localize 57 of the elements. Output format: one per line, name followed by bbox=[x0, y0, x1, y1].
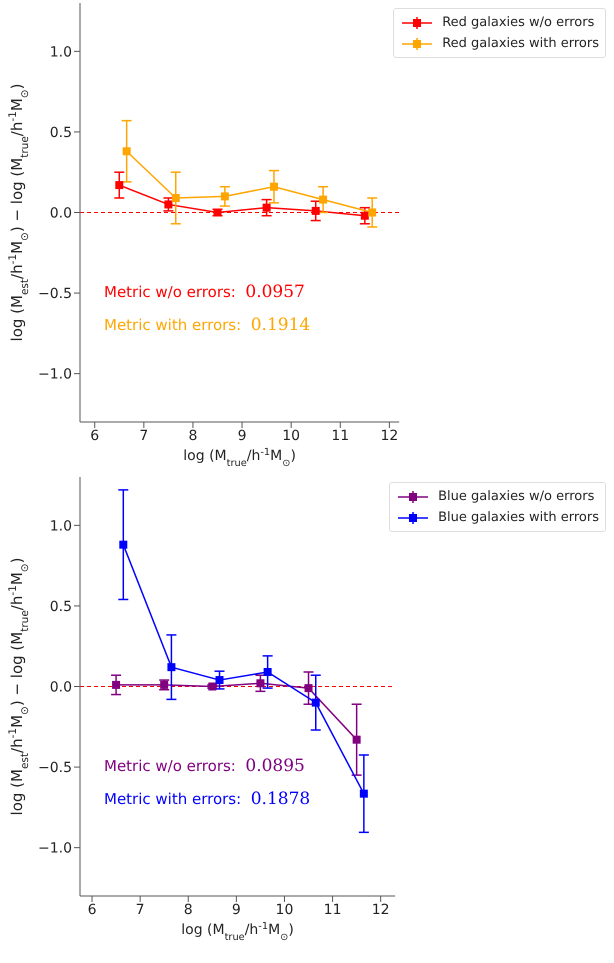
annotation: Metric with errors: 0.1914 bbox=[104, 315, 310, 335]
x-tick-label: 9 bbox=[238, 428, 247, 444]
y-tick-label: −1.0 bbox=[38, 366, 72, 383]
point bbox=[270, 182, 278, 191]
x-tick-label: 11 bbox=[331, 428, 350, 444]
x-tick-label: 8 bbox=[188, 428, 198, 444]
point bbox=[172, 194, 180, 202]
annotation: Metric with errors: 0.1878 bbox=[104, 789, 310, 809]
y-tick-label: 1.0 bbox=[50, 518, 72, 534]
point bbox=[304, 684, 313, 692]
y-tick-label: −0.5 bbox=[38, 286, 72, 302]
y-tick-label: 0.0 bbox=[50, 679, 72, 696]
y-tick-label: 1.0 bbox=[50, 44, 72, 60]
x-tick-label: 6 bbox=[90, 428, 100, 444]
point bbox=[312, 698, 320, 707]
point bbox=[319, 196, 328, 204]
x-tick-label: 10 bbox=[276, 902, 294, 918]
x-tick-label: 7 bbox=[136, 902, 145, 918]
point bbox=[115, 181, 124, 190]
point bbox=[352, 736, 361, 744]
point bbox=[368, 208, 376, 216]
y-tick-label: 0.5 bbox=[50, 598, 72, 615]
x-tick-label: 12 bbox=[380, 428, 398, 444]
point bbox=[119, 540, 128, 549]
point bbox=[264, 668, 272, 676]
annotation: Metric w/o errors: 0.0957 bbox=[104, 282, 305, 302]
point bbox=[256, 679, 264, 688]
y-tick-label: −1.0 bbox=[38, 840, 72, 857]
x-axis-title: log (M$_{true}$/h$^{-1}$M$_{⊙}$) bbox=[183, 446, 296, 468]
x-tick-label: 6 bbox=[88, 902, 97, 918]
point bbox=[167, 663, 176, 672]
x-tick-label: 10 bbox=[282, 428, 300, 444]
legend-label: Red galaxies with errors bbox=[442, 36, 599, 51]
point bbox=[360, 212, 369, 220]
point bbox=[164, 200, 172, 208]
point bbox=[112, 680, 120, 689]
x-tick-label: 7 bbox=[139, 428, 148, 444]
point bbox=[360, 790, 368, 798]
y-tick-label: −0.5 bbox=[38, 760, 72, 776]
point bbox=[216, 676, 224, 684]
y-tick-label: 0.5 bbox=[50, 124, 72, 141]
x-tick-label: 11 bbox=[324, 902, 342, 918]
legend-label: Blue galaxies w/o errors bbox=[438, 489, 594, 504]
point bbox=[208, 682, 216, 690]
point bbox=[312, 206, 320, 215]
point bbox=[262, 204, 271, 212]
x-tick-label: 12 bbox=[372, 902, 390, 918]
point bbox=[122, 147, 131, 156]
legend-label: Red galaxies w/o errors bbox=[442, 15, 594, 30]
legend-label: Blue galaxies with errors bbox=[438, 510, 599, 525]
y-tick-label: 0.0 bbox=[50, 205, 72, 222]
x-tick-label: 8 bbox=[184, 902, 193, 918]
point bbox=[214, 208, 222, 216]
x-axis-title: log (M$_{true}$/h$^{-1}$M$_{⊙}$) bbox=[181, 920, 294, 942]
x-tick-label: 9 bbox=[232, 902, 241, 918]
point bbox=[220, 192, 229, 200]
annotation: Metric w/o errors: 0.0895 bbox=[104, 756, 305, 776]
